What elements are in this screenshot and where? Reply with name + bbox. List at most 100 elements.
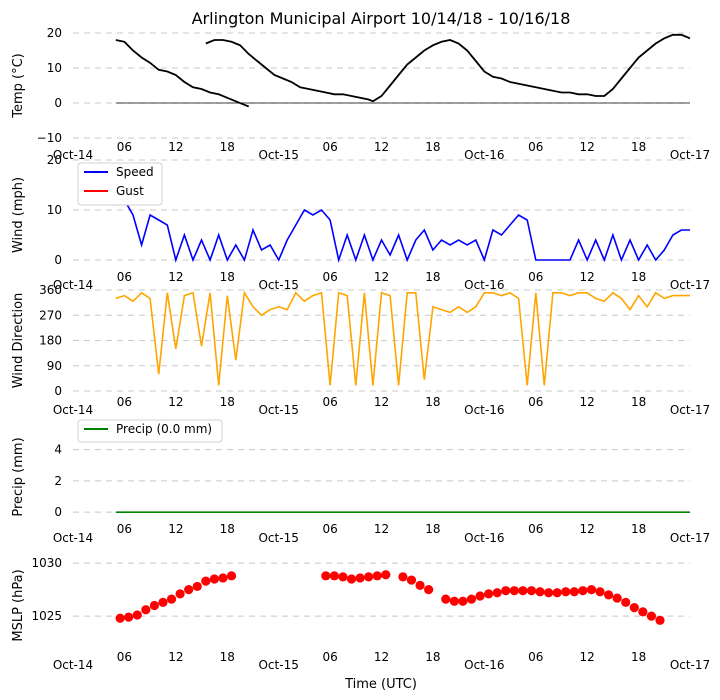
mslp-point (201, 576, 211, 586)
mslp-point (141, 605, 151, 615)
x-tick-label: Oct-17 (670, 278, 710, 292)
x-tick-label: 18 (220, 270, 235, 284)
y-axis-label: MSLP (hPa) (11, 569, 26, 641)
x-tick-label: Oct-16 (464, 531, 504, 545)
mslp-point (346, 574, 357, 584)
mslp-point (175, 589, 185, 599)
x-tick-label: 18 (631, 522, 646, 536)
mslp-point (338, 572, 348, 582)
x-tick-label: 12 (580, 395, 595, 409)
mslp-point (124, 612, 134, 622)
x-tick-label: 06 (117, 140, 132, 154)
mslp-point (646, 611, 657, 621)
y-tick-label: 4 (54, 443, 62, 457)
x-tick-label: 06 (117, 522, 132, 536)
x-tick-label: 18 (631, 140, 646, 154)
y-tick-label: 180 (39, 334, 62, 348)
mslp-point (218, 573, 228, 583)
x-tick-label: 12 (580, 270, 595, 284)
y-tick-label: 0 (54, 384, 62, 398)
x-tick-label: 12 (580, 140, 595, 154)
y-tick-label: 1030 (31, 556, 62, 570)
x-tick-label: 12 (168, 395, 183, 409)
mslp-point (526, 586, 537, 596)
mslp-point (364, 572, 374, 582)
mslp-point (518, 586, 528, 596)
y-tick-label: 20 (47, 153, 62, 167)
x-tick-label: 06 (322, 395, 337, 409)
x-tick-label: 18 (220, 395, 235, 409)
y-axis-label: Wind Direction (11, 293, 26, 389)
x-tick-label: Oct-15 (258, 403, 298, 417)
mslp-point (149, 600, 160, 611)
mslp-point (321, 571, 331, 581)
x-tick-label: Oct-15 (258, 278, 298, 292)
x-tick-label: Oct-17 (670, 658, 710, 672)
x-tick-label: 12 (374, 395, 389, 409)
x-tick-label: 18 (631, 270, 646, 284)
x-tick-label: Oct-16 (464, 148, 504, 162)
x-tick-label: Oct-16 (464, 658, 504, 672)
mslp-point (484, 589, 494, 599)
x-tick-label: 12 (168, 270, 183, 284)
panel-1: −10 0 10 20 Temp (°C) Oct-14 06 12 18 Oct-15 06 12 1… (11, 26, 710, 162)
x-tick-label: Oct-14 (53, 403, 93, 417)
y-tick-label: 20 (47, 26, 62, 40)
x-tick-label: 18 (220, 522, 235, 536)
mslp-point (132, 610, 142, 620)
x-tick-label: Oct-14 (53, 148, 93, 162)
mslp-point (578, 586, 588, 596)
x-tick-label: 06 (117, 650, 132, 664)
mslp-point (466, 594, 477, 604)
mslp-point (158, 597, 168, 607)
x-tick-label: 06 (528, 395, 543, 409)
mslp-point (381, 570, 391, 580)
mslp-point (209, 574, 219, 584)
mslp-point (458, 596, 468, 606)
x-tick-label: Oct-17 (670, 403, 710, 417)
x-tick-label: Oct-14 (53, 531, 93, 545)
x-tick-label: 06 (528, 522, 543, 536)
x-tick-label: 18 (631, 650, 646, 664)
y-tick-label: 0 (54, 253, 62, 267)
x-tick-label: 12 (168, 140, 183, 154)
legend-label: Gust (116, 184, 144, 198)
mslp-point (398, 572, 408, 582)
x-tick-label: 06 (322, 522, 337, 536)
x-tick-label: 06 (117, 395, 132, 409)
mslp-point (595, 587, 605, 597)
x-tick-label: Oct-17 (670, 148, 710, 162)
x-tick-label: Oct-14 (53, 658, 93, 672)
y-tick-label: −10 (37, 131, 62, 145)
y-tick-label: 360 (39, 283, 62, 297)
x-tick-label: 18 (425, 395, 440, 409)
legend-label: Speed (116, 165, 154, 179)
panel-4: 0 2 4 Precip (mm) Oct-14 06 12 18 Oct-15 06 12 18 Oc… (11, 419, 710, 545)
x-tick-label: Oct-14 (53, 278, 93, 292)
chart-title: Arlington Municipal Airport 10/14/18 - 1… (192, 9, 571, 28)
x-tick-label: 06 (528, 650, 543, 664)
series-line-temp (205, 33, 691, 103)
mslp-point (166, 594, 177, 604)
x-tick-label: 18 (425, 650, 440, 664)
mslp-point (115, 613, 125, 623)
legend-box (77, 419, 223, 443)
x-tick-label: 06 (528, 140, 543, 154)
x-tick-label: 06 (322, 270, 337, 284)
series-line-speed (115, 198, 690, 263)
x-tick-label: 06 (528, 270, 543, 284)
mslp-point (492, 588, 502, 598)
mslp-point (552, 588, 562, 598)
x-tick-label: 12 (374, 522, 389, 536)
mslp-point (535, 587, 545, 597)
x-tick-label: Oct-16 (464, 278, 504, 292)
panel-5: 1025 1030 MSLP (hPa) Oct-14 06 12 18 Oct-15 06 12… (11, 556, 710, 672)
x-tick-label: 12 (374, 270, 389, 284)
panel-3: 0 90 180 270 360 Wind Direction Oct-14 06 12 18 Oc… (11, 283, 710, 417)
y-tick-label: 0 (54, 96, 62, 110)
x-tick-label: Oct-15 (258, 148, 298, 162)
mslp-point (192, 581, 202, 592)
mslp-point (586, 585, 597, 595)
mslp-point (544, 588, 554, 598)
mslp-point (449, 596, 459, 606)
